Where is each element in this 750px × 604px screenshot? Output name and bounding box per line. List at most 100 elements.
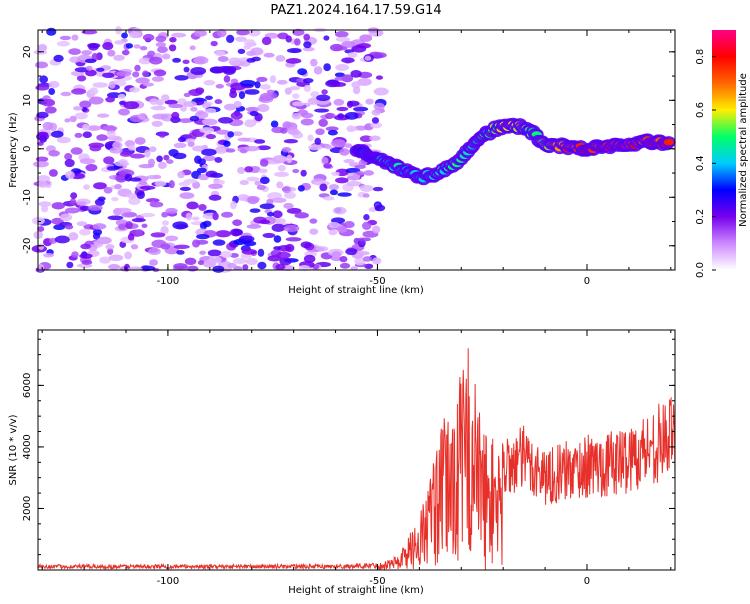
spectrogram-noise-blob [158, 132, 166, 138]
spectrogram-noise-blob [335, 36, 351, 43]
spectrogram-noise-blob [337, 192, 352, 197]
spectrogram-noise-blob [354, 257, 366, 266]
spectrogram-noise-blob [238, 91, 246, 100]
spectrogram-noise-blob [174, 75, 189, 81]
y-tick-label: 4000 [22, 434, 33, 459]
spectrogram-noise-blob [247, 196, 259, 205]
spectrogram-noise-blob [81, 49, 93, 56]
spectrogram-noise-blob [168, 180, 175, 189]
spectrogram-noise-blob [111, 196, 119, 202]
spectrogram-noise-blob [259, 159, 269, 167]
colorbar-ticks: 0.0 0.2 0.4 0.6 0.8 [695, 49, 716, 278]
spectrogram-noise-blob [286, 48, 302, 54]
spectrogram-noise-blob [204, 108, 217, 114]
spectrogram-noise-blob [286, 154, 293, 164]
spectrogram-noise-blob [271, 223, 286, 232]
spectrogram-noise-blob [124, 251, 133, 260]
spectrogram-noise-blob [121, 49, 130, 56]
spectrogram-noise-blob [292, 93, 300, 99]
spectrogram-noise-blob [107, 247, 114, 255]
spectrogram-noise-blob [69, 198, 77, 206]
spectrogram-noise-blob [284, 191, 296, 199]
colorbar: 0.0 0.2 0.4 0.6 0.8 Normalized spectral ampl… [695, 30, 749, 278]
spectrogram-noise-blob [66, 261, 74, 269]
spectrogram-noise-blob [271, 93, 278, 99]
snr-x-axis-label: Height of straight line (km) [288, 585, 424, 596]
spectrogram-noise-blob [144, 149, 151, 158]
spectrogram-noise-blob [271, 197, 287, 203]
spectrogram-noise-blob [350, 266, 358, 271]
spectrogram-x-axis-label: Height of straight line (km) [288, 285, 424, 296]
spectrogram-noise-blob [193, 56, 209, 65]
spectrogram-noise-blob [341, 74, 354, 83]
spectrogram-noise-blob [285, 237, 302, 242]
spectrogram-noise-blob [59, 35, 72, 41]
spectrogram-noise-blob [116, 71, 132, 77]
spectrogram-noise-blob [82, 131, 92, 139]
spectrogram-noise-blob [297, 68, 308, 76]
spectrogram-noise-blob [310, 91, 320, 98]
spectrogram-noise-blob [235, 36, 247, 42]
spectrogram-noise-blob [251, 56, 261, 62]
spectrogram-noise-blob [36, 111, 49, 119]
spectrogram-noise-blob [233, 257, 247, 265]
spectrogram-noise-blob [215, 83, 224, 89]
spectrogram-noise-blob [84, 58, 97, 64]
spectrogram-noise-blob [372, 186, 384, 192]
spectrogram-noise-blob [81, 259, 93, 265]
spectrogram-noise-blob [259, 84, 271, 90]
spectrogram-noise-blob [130, 244, 139, 250]
spectrogram-noise-blob [363, 214, 370, 221]
spectrogram-noise-blob [212, 239, 226, 246]
spectrogram-noise-blob [328, 229, 338, 236]
spectrogram-noise-blob [277, 164, 286, 172]
spectrogram-noise-blob [64, 224, 74, 230]
spectrogram-noise-blob [138, 164, 155, 169]
spectrogram-noise-blob [227, 131, 235, 138]
x-tick-label: 0 [584, 276, 590, 287]
spectrogram-noise-blob [221, 65, 237, 74]
spectrogram-noise-blob [359, 135, 373, 143]
spectrogram-noise-blob [161, 94, 170, 102]
spectrogram-noise-blob [48, 150, 60, 157]
spectrogram-noise-blob [107, 49, 116, 57]
spectrogram-noise-blob [327, 129, 338, 136]
spectrogram-noise-blob [246, 50, 257, 57]
spectrogram-noise-blob [35, 156, 49, 163]
spectrogram-noise-blob [353, 106, 369, 112]
spectrogram-noise-blob [142, 82, 155, 87]
spectrogram-noise-blob [192, 239, 201, 248]
spectrogram-noise-blob [214, 99, 223, 105]
spectrogram-noise-blob [221, 211, 234, 218]
spectrogram-noise-blob [202, 155, 216, 162]
spectrogram-noise-blob [246, 176, 260, 182]
spectrogram-noise-blob [166, 159, 174, 164]
spectrogram-noise-blob [346, 180, 362, 187]
spectrogram-noise-blob [325, 126, 339, 132]
spectrogram-noise-blob [227, 262, 237, 269]
spectrogram-noise-blob [364, 55, 372, 61]
snr-panel: -100 -50 0 2000 4000 6000 Height of straight … [8, 329, 676, 596]
spectrogram-noise-blob [336, 225, 348, 233]
spectrogram-noise-blob [334, 30, 349, 38]
snr-y-axis-label: SNR (10 * v/v) [8, 414, 19, 485]
spectrogram-noise-blob [237, 48, 246, 54]
spectrogram-noise-blob [38, 135, 48, 143]
spectrogram-noise-blob [43, 252, 54, 258]
spectrogram-noise-blob [259, 203, 275, 210]
spectrogram-noise-blob [331, 171, 340, 176]
spectrogram-noise-blob [102, 42, 114, 51]
spectrogram-noise-blob [133, 44, 141, 49]
spectrogram-noise-blob [230, 200, 237, 210]
spectrogram-noise-blob [88, 96, 104, 105]
spectrogram-noise-blob [214, 157, 223, 163]
spectrogram-noise-blob [64, 207, 80, 214]
spectrogram-noise-blob [39, 75, 49, 84]
spectrogram-noise-blob [172, 57, 181, 63]
spectrogram-noise-blob [123, 101, 140, 110]
spectrogram-noise-blob [108, 264, 121, 270]
spectrogram-noise-blob [354, 125, 368, 131]
spectrogram-noise-blob [242, 264, 249, 271]
spectrogram-noise-blob [300, 118, 314, 126]
